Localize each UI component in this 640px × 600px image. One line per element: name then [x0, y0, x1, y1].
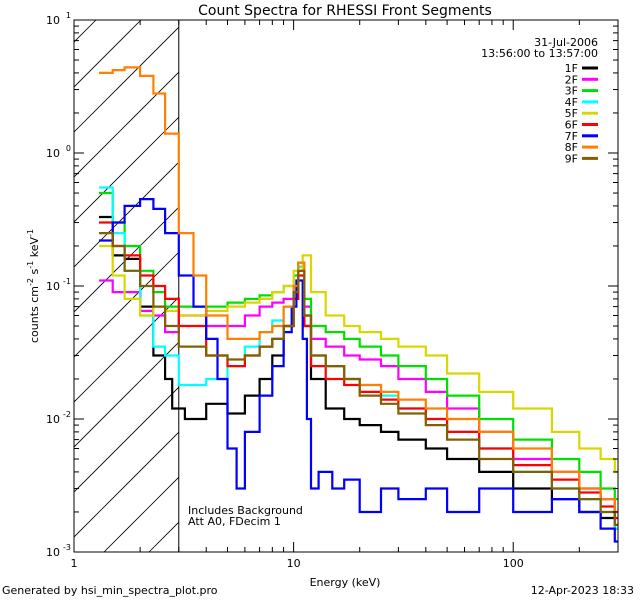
- series-line-9F: [99, 232, 618, 526]
- legend-label-3F: 3F: [565, 85, 578, 98]
- legend-label-5F: 5F: [565, 107, 578, 120]
- annotation-attenuator: Att A0, FDecim 1: [188, 515, 281, 528]
- x-axis-label: Energy (keV): [310, 576, 381, 589]
- hatch-line: [74, 26, 179, 133]
- y-tick-label: 10: [46, 14, 60, 27]
- legend-label-8F: 8F: [565, 141, 578, 154]
- hatch-line: [74, 386, 179, 493]
- legend-label-9F: 9F: [565, 152, 578, 165]
- hatch-line: [74, 206, 179, 313]
- hatch-line: [74, 71, 179, 178]
- y-tick-label: 10: [46, 280, 60, 293]
- chart-title: Count Spectra for RHESSI Front Segments: [198, 3, 492, 19]
- legend-label-1F: 1F: [565, 62, 578, 75]
- legend-label-7F: 7F: [565, 130, 578, 143]
- y-tick-label: 10: [46, 413, 60, 426]
- footer-generated-by: Generated by hsi_min_spectra_plot.pro: [2, 584, 218, 597]
- legend-label-6F: 6F: [565, 119, 578, 132]
- y-tick-exponent: 1: [66, 11, 71, 20]
- y-tick-exponent: 0: [66, 144, 71, 153]
- legend-label-2F: 2F: [565, 73, 578, 86]
- x-tick-label: 1: [71, 557, 78, 570]
- y-tick-exponent: -1: [63, 277, 71, 286]
- y-tick-label: 10: [46, 546, 60, 559]
- x-tick-label: 10: [287, 557, 301, 570]
- hatch-line: [74, 431, 179, 538]
- y-axis-label: counts cm-2 s-1 keV-1: [26, 229, 41, 343]
- series-layer: [99, 66, 618, 543]
- time-range-label: 13:56:00 to 13:57:00: [481, 47, 598, 60]
- footer-timestamp: 12-Apr-2023 18:33: [530, 584, 634, 597]
- y-tick-label: 10: [46, 147, 60, 160]
- series-line-8F: [99, 66, 618, 514]
- x-tick-label: 100: [503, 557, 524, 570]
- legend-label-4F: 4F: [565, 96, 578, 109]
- series-line-7F: [99, 198, 618, 543]
- y-tick-exponent: -2: [63, 410, 71, 419]
- y-tick-exponent: -3: [63, 543, 71, 552]
- date-label: 31-Jul-2006: [534, 36, 598, 49]
- annotation-background: Includes Background: [188, 504, 303, 517]
